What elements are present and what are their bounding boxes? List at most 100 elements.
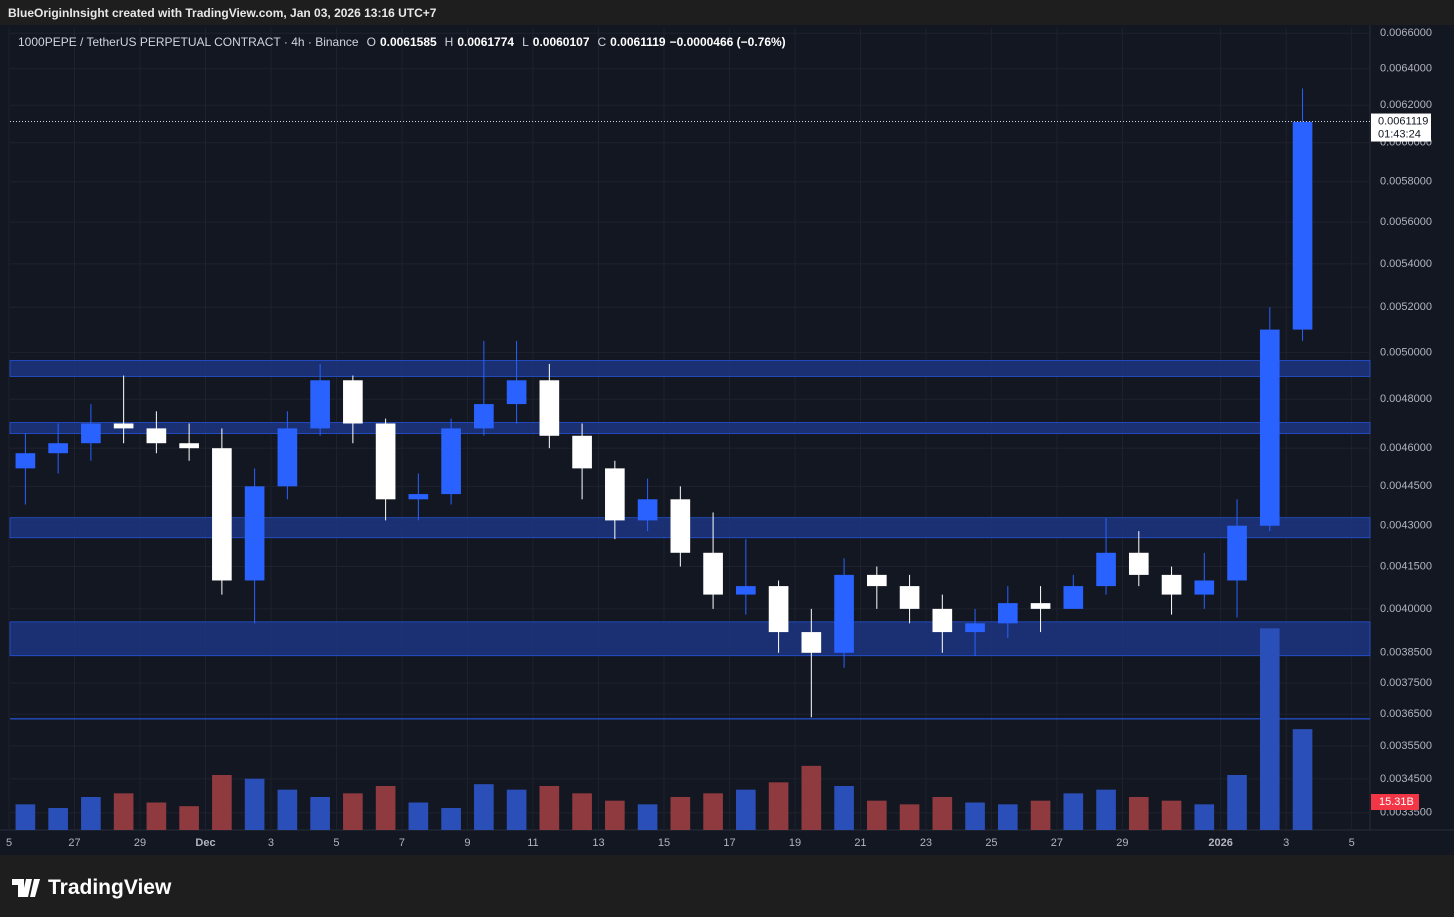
volume-bar [1194, 804, 1215, 830]
x-tick-label: 21 [854, 837, 866, 849]
x-tick-label: 11 [527, 837, 538, 849]
close-key: C [597, 35, 607, 49]
volume-bar [1063, 793, 1084, 830]
zone [9, 422, 1371, 434]
logo-icon [12, 879, 40, 897]
logo-text: TradingView [48, 876, 172, 899]
candle-body [1030, 603, 1051, 609]
volume-bar [703, 793, 723, 830]
y-tick-label: 0.0040000 [1380, 603, 1432, 615]
volume-bar [1292, 729, 1313, 830]
volume-bar [1161, 800, 1182, 830]
volume-bar [1128, 797, 1149, 830]
countdown-label: 01:43:24 [1378, 128, 1421, 140]
symbol: 1000PEPE / TetherUS PERPETUAL CONTRACT ·… [18, 35, 359, 49]
low-value: 0.0060107 [532, 35, 590, 49]
volume-bar [146, 802, 167, 830]
volume-bar [1259, 628, 1280, 830]
candle-body [1259, 329, 1280, 526]
volume-bar [179, 806, 199, 830]
candle-body [670, 499, 691, 553]
candle-body [768, 586, 789, 633]
volume-bar [768, 782, 789, 830]
candle-body [1063, 586, 1084, 609]
candle-body [539, 380, 560, 436]
y-tick-label: 0.0036500 [1380, 708, 1432, 720]
candle-body [572, 435, 592, 469]
x-tick-label: 3 [268, 837, 274, 849]
y-tick-label: 0.0044500 [1380, 480, 1432, 492]
candle-body [1292, 121, 1313, 330]
zone [9, 621, 1371, 657]
volume-bar [1096, 789, 1116, 830]
volume-bar [899, 804, 920, 830]
x-tick-label: 5 [6, 837, 12, 849]
y-tick-label: 0.0038500 [1380, 647, 1432, 659]
x-tick-label: 13 [592, 837, 604, 849]
volume-bar [997, 804, 1018, 830]
volume-bar [539, 786, 560, 830]
volume-bar [212, 775, 232, 830]
x-tick-label: 3 [1283, 837, 1289, 849]
y-tick-label: 0.0062000 [1380, 99, 1432, 111]
high-value: 0.0061774 [457, 35, 515, 49]
volume-bar [343, 793, 363, 830]
header: BlueOriginInsight created with TradingVi… [8, 6, 437, 20]
volume-bar [244, 778, 265, 830]
volume-bar [605, 800, 625, 830]
candle-body [866, 574, 887, 587]
volume-bar [866, 800, 887, 830]
y-tick-label: 0.0037500 [1380, 677, 1432, 689]
candle-body [310, 380, 330, 429]
x-tick-label: Dec [195, 837, 215, 849]
y-tick-label: 0.0048000 [1380, 393, 1432, 405]
close-value: 0.0061119 [610, 35, 666, 49]
y-tick-label: 0.0041500 [1380, 560, 1432, 572]
x-tick-label: 2026 [1208, 837, 1232, 849]
candle-body [113, 423, 134, 429]
x-tick-label: 19 [789, 837, 801, 849]
y-tick-label: 0.0035500 [1380, 740, 1432, 752]
volume-bar [277, 789, 298, 830]
candle-body [408, 494, 429, 500]
chart: 0.00660000.00640000.00620000.00600000.00… [0, 25, 1454, 855]
volume-bar [81, 797, 101, 830]
y-tick-label: 0.0034500 [1380, 773, 1432, 785]
candle-body [1227, 525, 1247, 581]
x-tick-label: 15 [658, 837, 670, 849]
volume-bar [408, 802, 429, 830]
volume-bar [1030, 800, 1051, 830]
candle-body [932, 608, 953, 633]
y-tick-label: 0.0043000 [1380, 520, 1432, 532]
candle-body [48, 443, 68, 454]
x-tick-label: 9 [464, 837, 470, 849]
footer: TradingView [12, 876, 171, 900]
candle-body [703, 552, 723, 595]
volume-label-box [1371, 794, 1419, 810]
candle-body [343, 380, 363, 424]
candle-body [81, 423, 101, 444]
candle-body [965, 623, 985, 633]
volume-bar [375, 786, 396, 830]
y-tick-label: 0.0058000 [1380, 176, 1432, 188]
y-tick-label: 0.0056000 [1380, 216, 1432, 228]
y-tick-label: 0.0064000 [1380, 62, 1432, 74]
candle-body [15, 453, 36, 469]
x-tick-label: 7 [399, 837, 405, 849]
open-key: O [366, 35, 376, 49]
zone [9, 360, 1371, 377]
volume-bar [965, 802, 985, 830]
open-value: 0.0061585 [379, 35, 437, 49]
high-key: H [444, 35, 454, 49]
candle-body [179, 443, 199, 449]
volume-bar [932, 797, 953, 830]
y-tick-label: 0.0066000 [1380, 27, 1432, 39]
volume-bar [670, 797, 691, 830]
candle-body [506, 380, 527, 405]
candle-body [146, 428, 167, 444]
candle-body [1161, 574, 1182, 595]
x-tick-label: 27 [68, 837, 80, 849]
x-tick-label: 29 [1116, 837, 1128, 849]
x-tick-label: 25 [985, 837, 997, 849]
